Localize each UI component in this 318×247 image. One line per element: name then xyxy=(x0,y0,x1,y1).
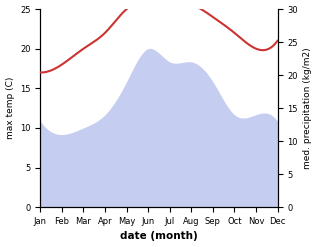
X-axis label: date (month): date (month) xyxy=(120,231,198,242)
Y-axis label: max temp (C): max temp (C) xyxy=(5,77,15,139)
Y-axis label: med. precipitation (kg/m2): med. precipitation (kg/m2) xyxy=(303,47,313,169)
